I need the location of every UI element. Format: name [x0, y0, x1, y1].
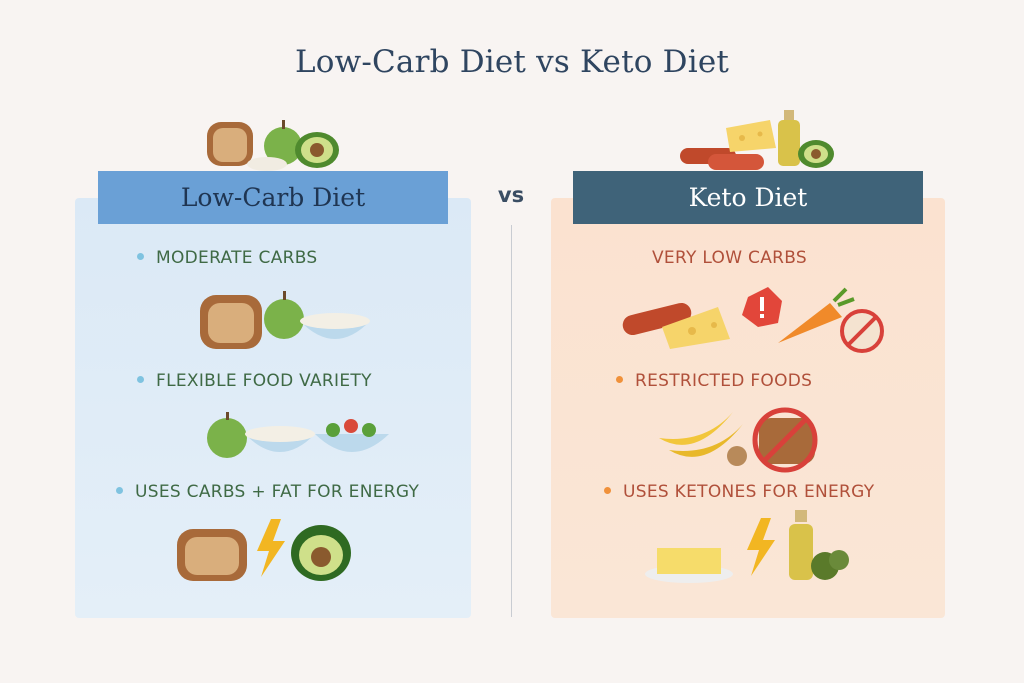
- carrot-icon: [778, 287, 855, 343]
- ketones-energy-illustration-icon: [645, 510, 849, 583]
- cheese-icon: [726, 120, 776, 152]
- bullet-icon: [137, 252, 144, 260]
- low-carb-foods-top-icon: [207, 120, 339, 171]
- apple-icon: [264, 291, 304, 339]
- avocado-icon: [798, 140, 834, 168]
- no-bread-icon: [840, 309, 884, 353]
- very-low-carbs-illustration-icon: [622, 287, 884, 353]
- flexible-variety-illustration-icon: [207, 412, 389, 458]
- center-divider: [511, 225, 512, 617]
- restricted-foods-illustration-icon: [659, 407, 818, 473]
- lightning-icon: [747, 518, 775, 576]
- keto-item-2: RESTRICTED FOODS: [616, 371, 812, 391]
- page-title: Low-Carb Diet vs Keto Diet: [294, 44, 730, 80]
- low-carb-item-3: USES CARBS + FAT FOR ENERGY: [116, 482, 419, 502]
- bullet-icon: [116, 486, 123, 494]
- low-carb-header: Low-Carb Diet: [98, 171, 448, 224]
- cheese-icon: [662, 307, 730, 349]
- bullet-icon: [604, 486, 611, 494]
- bread-icon: [200, 295, 262, 349]
- vs-label: vs: [497, 183, 525, 207]
- avocado-icon: [291, 525, 351, 581]
- oil-bottle-icon: [778, 110, 800, 166]
- rice-icon: [247, 157, 287, 171]
- low-carb-item-1: MODERATE CARBS: [137, 248, 318, 268]
- apple-icon: [264, 120, 302, 165]
- apple-icon: [207, 412, 247, 458]
- banana-icon: [659, 412, 743, 457]
- potato-icon: [727, 446, 747, 466]
- lightning-icon: [257, 519, 285, 577]
- avocado-icon: [295, 132, 339, 168]
- sausage-icon: [680, 148, 764, 170]
- keto-foods-top-icon: [680, 110, 834, 170]
- carbs-fat-energy-illustration-icon: [177, 519, 351, 581]
- rice-bowl-icon: [245, 426, 315, 452]
- keto-item-1: VERY LOW CARBS: [652, 248, 808, 268]
- butter-icon: [645, 548, 733, 583]
- bullet-icon: [616, 375, 623, 383]
- keto-item-3: USES KETONES FOR ENERGY: [604, 482, 874, 502]
- salad-bowl-icon: [315, 419, 389, 452]
- olive-icon: [811, 550, 849, 580]
- oil-bottle-icon: [789, 510, 813, 580]
- moderate-carbs-illustration-icon: [200, 291, 370, 349]
- rice-bowl-icon: [300, 313, 370, 339]
- bread-icon: [207, 122, 253, 166]
- bread-icon: [177, 529, 247, 581]
- bullet-icon: [137, 375, 144, 383]
- no-bread-icon: [752, 407, 818, 473]
- sausage-icon: [622, 302, 692, 336]
- warning-icon: [742, 287, 782, 327]
- keto-header: Keto Diet: [573, 171, 923, 224]
- low-carb-item-2: FLEXIBLE FOOD VARIETY: [137, 371, 372, 391]
